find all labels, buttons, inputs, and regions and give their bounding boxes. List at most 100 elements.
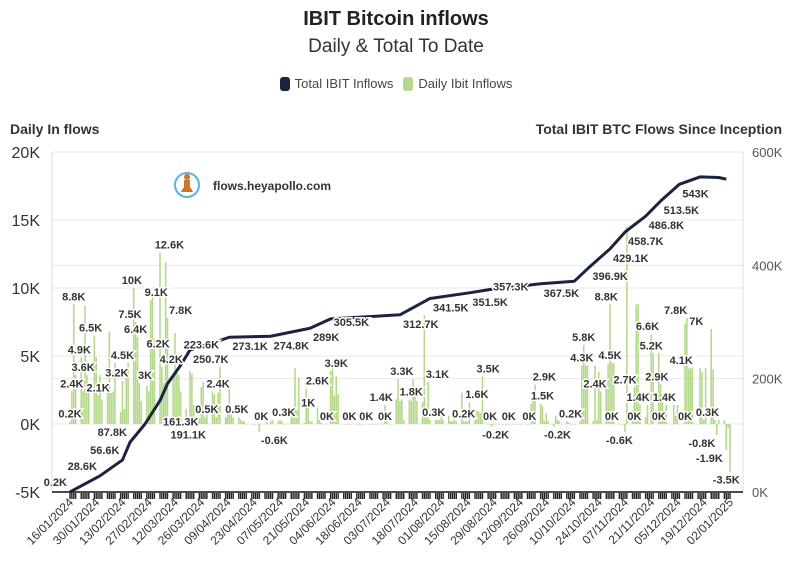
daily-bar bbox=[530, 403, 533, 424]
daily-bar bbox=[421, 402, 424, 424]
daily-label: 0K bbox=[378, 411, 392, 423]
daily-label: 6.6K bbox=[636, 321, 659, 333]
x-tick-mark bbox=[119, 493, 122, 499]
x-tick-mark bbox=[343, 493, 345, 499]
x-tick-mark bbox=[423, 493, 426, 499]
daily-bar bbox=[87, 391, 90, 424]
x-tick-mark bbox=[97, 493, 99, 499]
daily-label: 2.4K bbox=[583, 378, 606, 390]
daily-label: 0.2K bbox=[452, 408, 475, 420]
daily-bar bbox=[151, 296, 154, 424]
x-tick-mark bbox=[461, 493, 463, 499]
x-tick-mark bbox=[149, 493, 152, 499]
daily-bar bbox=[573, 424, 576, 425]
daily-bar bbox=[140, 400, 143, 424]
daily-bar bbox=[581, 365, 583, 424]
daily-bar bbox=[702, 419, 705, 424]
daily-bar bbox=[633, 387, 636, 424]
daily-bar bbox=[597, 372, 600, 424]
daily-label: 6.4K bbox=[124, 324, 147, 336]
daily-bar bbox=[412, 379, 414, 424]
x-tick-mark bbox=[453, 493, 456, 499]
daily-bar bbox=[251, 424, 253, 425]
x-tick-mark bbox=[309, 493, 311, 499]
x-tick-mark bbox=[661, 493, 664, 499]
daily-bar bbox=[716, 424, 718, 435]
x-tick-mark bbox=[290, 493, 292, 499]
daily-bar bbox=[547, 421, 549, 424]
daily-label: 12.6K bbox=[155, 240, 184, 252]
x-tick-mark bbox=[178, 493, 180, 499]
x-tick-mark bbox=[401, 493, 403, 499]
x-tick-mark bbox=[153, 493, 156, 499]
daily-bar bbox=[401, 399, 403, 424]
x-tick-mark bbox=[395, 493, 397, 499]
x-tick-mark bbox=[386, 493, 388, 499]
legend-item-daily[interactable]: Daily Ibit Inflows bbox=[403, 76, 512, 91]
daily-bar bbox=[447, 415, 450, 424]
daily-bar bbox=[607, 364, 609, 424]
x-tick-mark bbox=[179, 493, 182, 499]
daily-bar bbox=[294, 368, 296, 424]
daily-label: 0K bbox=[320, 411, 334, 423]
x-tick-mark bbox=[609, 493, 611, 499]
total-label: 513.5K bbox=[664, 205, 700, 217]
x-tick-mark bbox=[727, 493, 729, 499]
x-tick-mark bbox=[581, 493, 583, 499]
daily-bar bbox=[429, 419, 431, 424]
daily-bar bbox=[329, 370, 332, 424]
x-tick-mark bbox=[80, 493, 82, 499]
daily-bar bbox=[159, 252, 161, 424]
x-tick-mark bbox=[164, 493, 167, 499]
x-tick-mark bbox=[348, 493, 351, 499]
daily-label: 0.3K bbox=[696, 407, 719, 419]
daily-label: 3.6K bbox=[72, 362, 95, 374]
x-tick-mark bbox=[487, 493, 489, 499]
x-tick-mark bbox=[704, 493, 707, 499]
daily-bar bbox=[372, 424, 375, 425]
daily-bar bbox=[635, 304, 638, 424]
x-tick-mark bbox=[296, 493, 298, 499]
x-tick-mark bbox=[571, 493, 574, 499]
daily-bar bbox=[622, 424, 624, 425]
daily-bar bbox=[123, 409, 126, 424]
x-tick-mark bbox=[277, 493, 279, 499]
daily-bar bbox=[324, 424, 326, 425]
daily-label: -1.9K bbox=[696, 453, 723, 465]
daily-label: 0K bbox=[652, 411, 666, 423]
x-tick-mark bbox=[449, 493, 452, 499]
daily-bar bbox=[101, 399, 103, 424]
total-label: 223.6K bbox=[184, 339, 220, 351]
daily-label: 0.2K bbox=[559, 408, 582, 420]
x-tick-mark bbox=[534, 493, 536, 499]
x-tick-mark bbox=[211, 493, 214, 499]
daily-bar bbox=[661, 394, 664, 424]
x-tick-mark bbox=[187, 493, 189, 499]
daily-bar bbox=[528, 424, 531, 425]
daily-bar bbox=[612, 362, 615, 424]
daily-label: 0K bbox=[359, 411, 373, 423]
daily-label: 7.8K bbox=[169, 305, 192, 317]
x-tick-mark bbox=[566, 493, 568, 499]
x-tick-mark bbox=[568, 493, 570, 499]
x-tick-mark bbox=[421, 493, 424, 499]
x-tick-mark bbox=[71, 493, 73, 499]
y-tick-left: 20K bbox=[12, 145, 41, 162]
daily-label: 0K bbox=[342, 411, 356, 423]
x-tick-mark bbox=[86, 493, 88, 499]
x-tick-mark bbox=[294, 493, 296, 499]
daily-bar bbox=[684, 323, 686, 424]
daily-bar bbox=[179, 391, 182, 424]
daily-label: 2.9K bbox=[645, 372, 668, 384]
x-tick-mark bbox=[464, 493, 467, 499]
daily-bar bbox=[297, 377, 300, 424]
x-tick-mark bbox=[618, 493, 621, 499]
daily-bar bbox=[554, 415, 557, 424]
daily-bar bbox=[185, 409, 188, 424]
x-tick-mark bbox=[416, 493, 418, 499]
legend-item-total[interactable]: Total IBIT Inflows bbox=[279, 76, 393, 91]
daily-bar bbox=[712, 369, 714, 424]
x-tick-mark bbox=[586, 493, 589, 499]
x-tick-mark bbox=[434, 493, 437, 499]
total-label: 357.3K bbox=[493, 282, 529, 294]
